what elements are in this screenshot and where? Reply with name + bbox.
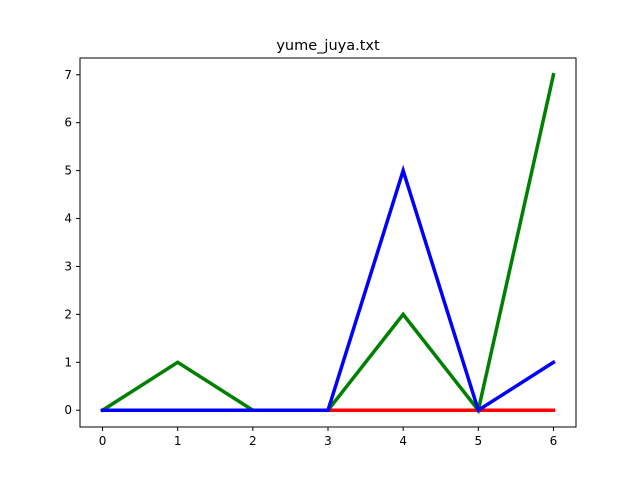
x-axis: 0 1 2 3 4 5 6 bbox=[99, 427, 558, 448]
x-tick-label: 5 bbox=[474, 434, 482, 448]
series-line-3 bbox=[100, 164, 556, 413]
y-tick-label: 5 bbox=[64, 164, 72, 178]
y-tick-label: 7 bbox=[64, 68, 72, 82]
y-tick-label: 3 bbox=[64, 259, 72, 273]
x-tick-label: 0 bbox=[99, 434, 107, 448]
series-layer bbox=[100, 72, 556, 415]
y-tick-label: 1 bbox=[64, 355, 72, 369]
x-tick-label: 1 bbox=[174, 434, 182, 448]
y-tick-label: 0 bbox=[64, 403, 72, 417]
x-tick-label: 2 bbox=[249, 434, 257, 448]
x-tick-label: 6 bbox=[550, 434, 558, 448]
y-tick-label: 2 bbox=[64, 307, 72, 321]
x-tick-label: 3 bbox=[324, 434, 332, 448]
y-tick-label: 4 bbox=[64, 212, 72, 226]
chart-title: yume_juya.txt bbox=[276, 38, 380, 54]
y-tick-label: 6 bbox=[64, 116, 72, 130]
x-tick-label: 4 bbox=[399, 434, 407, 448]
y-axis: 0 1 2 3 4 5 6 7 bbox=[64, 68, 80, 417]
